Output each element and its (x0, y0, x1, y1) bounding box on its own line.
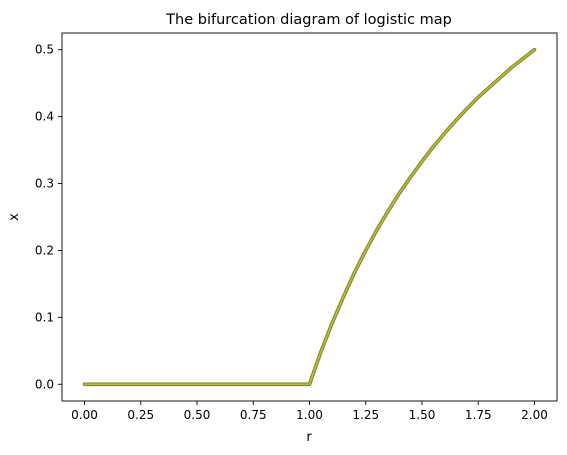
x-tick-label: 1.25 (352, 408, 379, 422)
x-tick-label: 1.50 (409, 408, 436, 422)
axes-frame (61, 32, 558, 402)
y-tick-label: 0.2 (35, 243, 54, 257)
y-axis-label: x (7, 213, 22, 221)
y-axis: 0.0 0.1 0.2 0.3 0.4 0.5 (35, 43, 62, 391)
plot-area (61, 32, 558, 402)
x-axis: 0.00 0.25 0.50 0.75 1.00 1.25 1.50 1.75 2.00 (71, 401, 548, 422)
series-line (83, 48, 536, 386)
x-tick-label: 1.00 (296, 408, 323, 422)
y-tick-label: 0.4 (35, 110, 54, 124)
x-tick-label: 0.00 (71, 408, 98, 422)
y-tick-label: 0.3 (35, 177, 54, 191)
x-tick-label: 0.75 (240, 408, 267, 422)
y-tick-label: 0.0 (35, 377, 54, 391)
y-tick-label: 0.5 (35, 43, 54, 57)
x-tick-label: 2.00 (521, 408, 548, 422)
x-tick-label: 0.25 (127, 408, 154, 422)
x-axis-label: r (306, 430, 312, 445)
y-tick-label: 0.1 (35, 310, 54, 324)
chart-title: The bifurcation diagram of logistic map (165, 12, 452, 28)
series-line-outline (82, 47, 537, 387)
x-tick-label: 0.50 (184, 408, 211, 422)
x-tick-label: 1.75 (465, 408, 492, 422)
